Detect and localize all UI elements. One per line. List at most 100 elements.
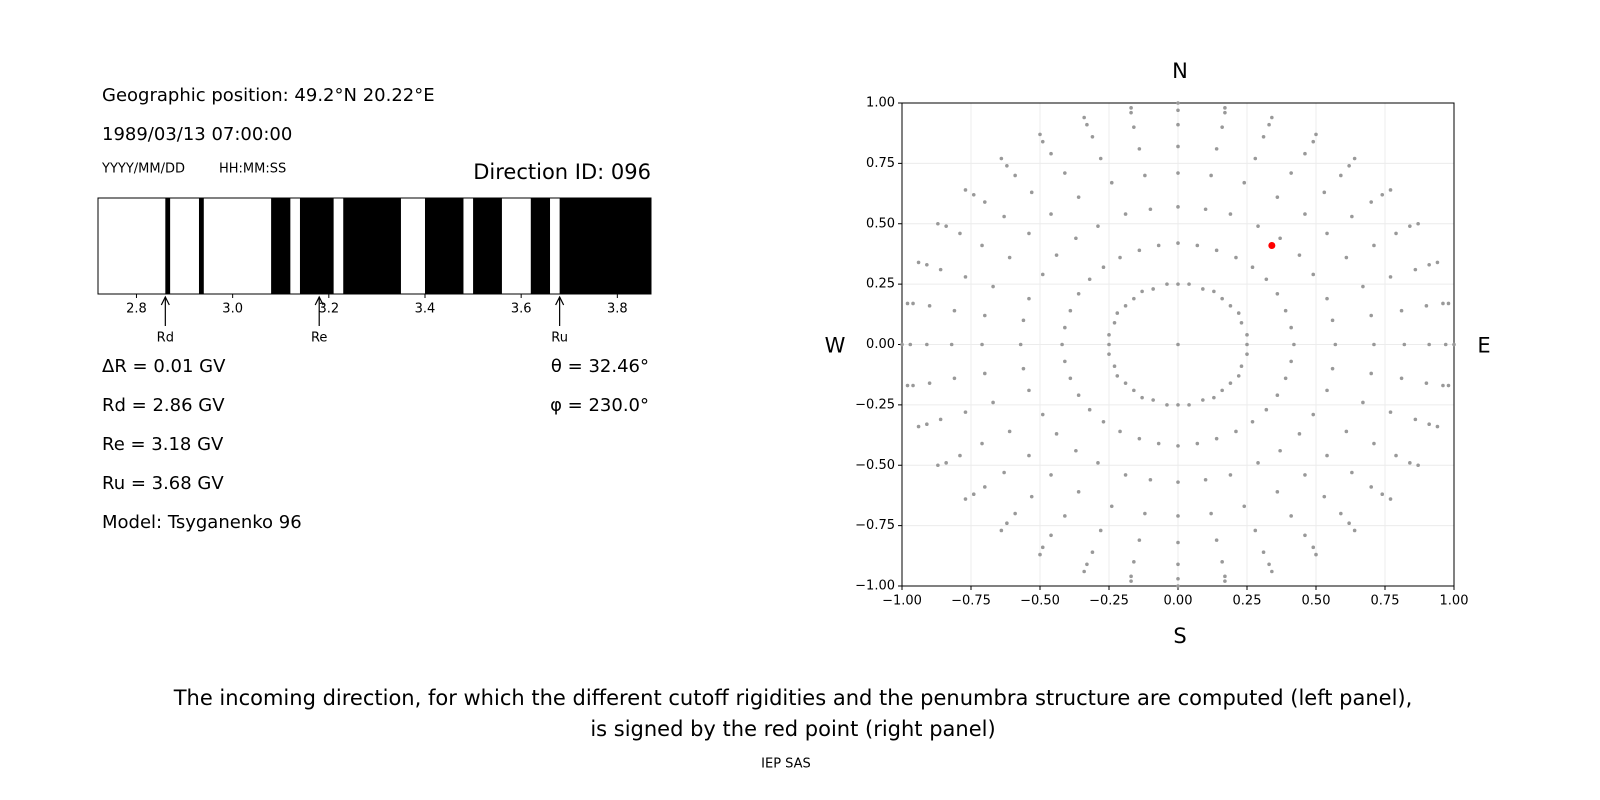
direction-point bbox=[1275, 490, 1280, 494]
direction-point bbox=[1090, 135, 1095, 139]
direction-point bbox=[1027, 296, 1031, 301]
direction-point bbox=[1109, 180, 1114, 185]
direction-point bbox=[1311, 139, 1316, 144]
theta: θ = 32.46° bbox=[551, 356, 649, 377]
direction-point bbox=[1388, 275, 1393, 279]
direction-point bbox=[1101, 419, 1106, 424]
direction-point bbox=[1236, 374, 1241, 378]
direction-point bbox=[1176, 108, 1180, 113]
direction-point bbox=[1212, 395, 1216, 400]
direction-point bbox=[1076, 490, 1081, 494]
direction-point bbox=[1275, 393, 1280, 398]
direction-point bbox=[1239, 320, 1244, 325]
direction-point bbox=[1256, 224, 1260, 228]
penumbra-band bbox=[559, 198, 651, 294]
direction-point bbox=[1068, 376, 1073, 381]
direction-point bbox=[1441, 301, 1445, 306]
direction-point bbox=[1132, 125, 1136, 129]
direction-point bbox=[1082, 115, 1086, 120]
direction-point bbox=[1228, 212, 1233, 216]
penumbra-band bbox=[343, 198, 401, 294]
direction-point bbox=[1270, 115, 1274, 120]
direction-point bbox=[1123, 381, 1128, 385]
direction-point bbox=[1292, 342, 1296, 347]
direction-point bbox=[1107, 352, 1111, 356]
direction-point bbox=[1021, 318, 1026, 323]
direction-point bbox=[1098, 156, 1103, 161]
direction-point bbox=[1352, 156, 1357, 161]
direction-point bbox=[1040, 545, 1045, 550]
direction-point bbox=[971, 192, 976, 197]
direction-point bbox=[971, 492, 976, 497]
direction-point bbox=[1372, 243, 1376, 248]
direction-point bbox=[1214, 147, 1219, 151]
direction-point bbox=[1137, 248, 1142, 253]
direction-point bbox=[963, 410, 968, 414]
direction-point bbox=[1283, 376, 1288, 381]
direction-point bbox=[1063, 325, 1067, 330]
direction-point bbox=[1452, 342, 1456, 347]
direction-point bbox=[1220, 125, 1224, 129]
penumbra-band bbox=[165, 198, 171, 294]
direction-point bbox=[1303, 533, 1307, 538]
direction-point bbox=[944, 461, 948, 465]
footer: IEP SAS bbox=[761, 757, 811, 772]
direction-point bbox=[1063, 359, 1067, 364]
direction-point bbox=[1344, 255, 1349, 260]
direction-point bbox=[1176, 576, 1180, 581]
direction-point bbox=[1267, 122, 1271, 127]
direction-point bbox=[1330, 366, 1335, 371]
direction-point bbox=[1132, 296, 1136, 301]
direction-point bbox=[1002, 214, 1006, 219]
direction-point bbox=[911, 383, 915, 388]
direction-point bbox=[1063, 171, 1067, 175]
x-tick-label: 3.0 bbox=[222, 302, 243, 317]
direction-point bbox=[1156, 243, 1161, 248]
direction-point bbox=[1283, 308, 1288, 313]
direction-point bbox=[1176, 205, 1180, 209]
cutoff-label: Re bbox=[311, 331, 327, 346]
direction-point bbox=[1330, 318, 1335, 323]
direction-point bbox=[1063, 514, 1067, 518]
direction-point bbox=[1176, 540, 1180, 545]
direction-point bbox=[1416, 221, 1420, 226]
direction-point bbox=[1250, 419, 1255, 424]
direction-point bbox=[1413, 267, 1418, 272]
direction-point bbox=[1176, 480, 1180, 484]
x-tick-label: 3.8 bbox=[607, 302, 628, 317]
penumbra-band bbox=[424, 198, 464, 294]
direction-point bbox=[1261, 135, 1266, 139]
direction-point bbox=[963, 188, 968, 192]
direction-point bbox=[1234, 255, 1238, 260]
direction-point bbox=[1060, 342, 1064, 347]
arrow-head bbox=[160, 295, 170, 306]
direction-point bbox=[1427, 263, 1431, 267]
direction-point bbox=[908, 342, 913, 347]
direction-point bbox=[1311, 545, 1316, 550]
direction-point bbox=[1027, 388, 1031, 393]
direction-point bbox=[958, 231, 962, 236]
direction-point bbox=[938, 417, 943, 422]
direction-point bbox=[905, 301, 910, 306]
direction-point bbox=[1195, 441, 1200, 446]
direction-point bbox=[1087, 277, 1092, 282]
direction-point bbox=[1132, 560, 1136, 564]
penumbra-band bbox=[198, 198, 204, 294]
direction-point bbox=[1076, 195, 1081, 199]
direction-point bbox=[1399, 376, 1404, 381]
direction-point bbox=[958, 453, 962, 458]
arrow-head bbox=[555, 295, 565, 306]
direction-point bbox=[1446, 301, 1451, 306]
direction-point bbox=[1005, 521, 1009, 526]
compass-label: E bbox=[1477, 334, 1490, 358]
info-line: Rd = 2.86 GV bbox=[102, 395, 225, 416]
direction-point bbox=[1148, 207, 1153, 212]
x-tick-label: −0.25 bbox=[1089, 594, 1129, 609]
direction-point bbox=[983, 485, 987, 489]
direction-point bbox=[927, 381, 932, 385]
y-tick-label: 0.25 bbox=[866, 277, 895, 292]
y-tick-label: −0.25 bbox=[855, 397, 895, 412]
direction-point bbox=[1165, 403, 1169, 407]
